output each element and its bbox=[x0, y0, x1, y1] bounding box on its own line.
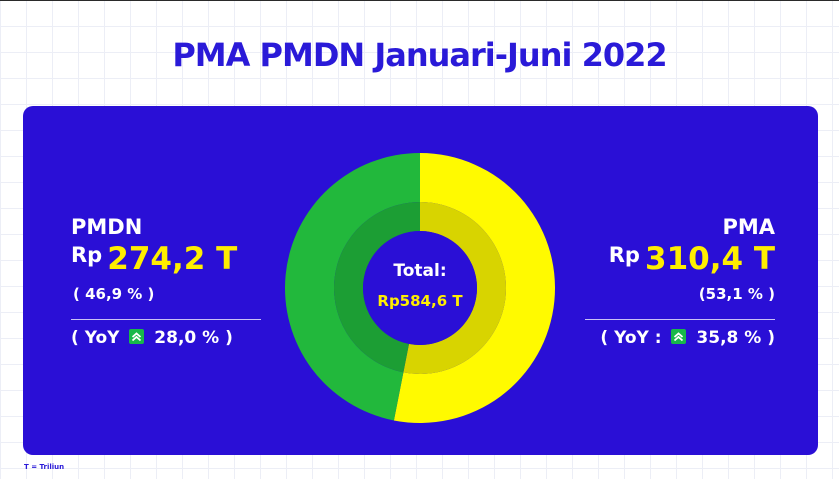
pma-yoy: ( YoY : 35,8 % ) bbox=[585, 328, 775, 348]
pma-amount: 310,4 T bbox=[645, 241, 775, 277]
pma-amount-row: Rp 310,4 T bbox=[585, 240, 775, 283]
pma-summary: PMA Rp 310,4 T (53,1 % ) ( YoY : 35,8 % … bbox=[585, 214, 775, 348]
pmdn-summary: PMDN Rp 274,2 T ( 46,9 % ) ( YoY 28,0 % … bbox=[71, 214, 261, 348]
trend-up-icon bbox=[129, 329, 145, 344]
pmdn-currency: Rp bbox=[71, 243, 103, 267]
donut-center-label: Total: bbox=[393, 261, 446, 281]
trend-up-icon bbox=[671, 329, 687, 344]
pma-label: PMA bbox=[722, 215, 775, 239]
pma-yoy-value: 35,8 % ) bbox=[696, 328, 775, 348]
donut-hole bbox=[363, 231, 477, 345]
top-border bbox=[0, 0, 839, 1]
donut-slice-pmdn bbox=[285, 153, 420, 421]
donut-slice-inner-pmdn bbox=[334, 202, 420, 373]
pmdn-divider bbox=[71, 319, 261, 320]
pmdn-label: PMDN bbox=[71, 215, 143, 239]
footnote: T = Triliun bbox=[24, 463, 65, 471]
pmdn-yoy-prefix: ( YoY bbox=[71, 328, 120, 348]
summary-panel: PMDN Rp 274,2 T ( 46,9 % ) ( YoY 28,0 % … bbox=[23, 106, 818, 455]
pma-yoy-prefix: ( YoY : bbox=[600, 328, 662, 348]
pma-divider bbox=[585, 319, 775, 320]
pmdn-yoy: ( YoY 28,0 % ) bbox=[71, 328, 261, 348]
pma-share: (53,1 % ) bbox=[698, 285, 775, 303]
donut-center-total: Rp584,6 T bbox=[377, 292, 463, 310]
donut-slices bbox=[285, 153, 555, 423]
pmdn-amount-row: Rp 274,2 T bbox=[71, 240, 261, 283]
pma-currency: Rp bbox=[608, 243, 640, 267]
pmdn-share: ( 46,9 % ) bbox=[73, 285, 155, 303]
donut-slice-pma bbox=[393, 153, 555, 423]
page-title: PMA PMDN Januari-Juni 2022 bbox=[172, 36, 667, 74]
pmdn-yoy-value: 28,0 % ) bbox=[154, 328, 233, 348]
pmdn-amount: 274,2 T bbox=[107, 241, 238, 277]
investment-donut-chart: Total: Rp584,6 T bbox=[285, 153, 555, 423]
donut-slice-inner-pma bbox=[403, 202, 506, 374]
